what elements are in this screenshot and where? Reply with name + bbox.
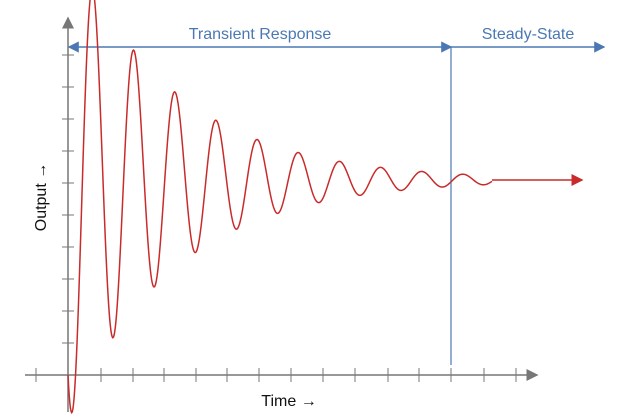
series-response-line (67, 0, 493, 414)
y-axis-label: Output → (33, 163, 50, 231)
x-axis-label: Time → (261, 393, 316, 410)
y-axis-ticks (62, 54, 74, 344)
transient-response-label: Transient Response (189, 26, 332, 43)
x-axis-ticks (35, 368, 517, 382)
steady-state-label: Steady-State (482, 26, 575, 43)
